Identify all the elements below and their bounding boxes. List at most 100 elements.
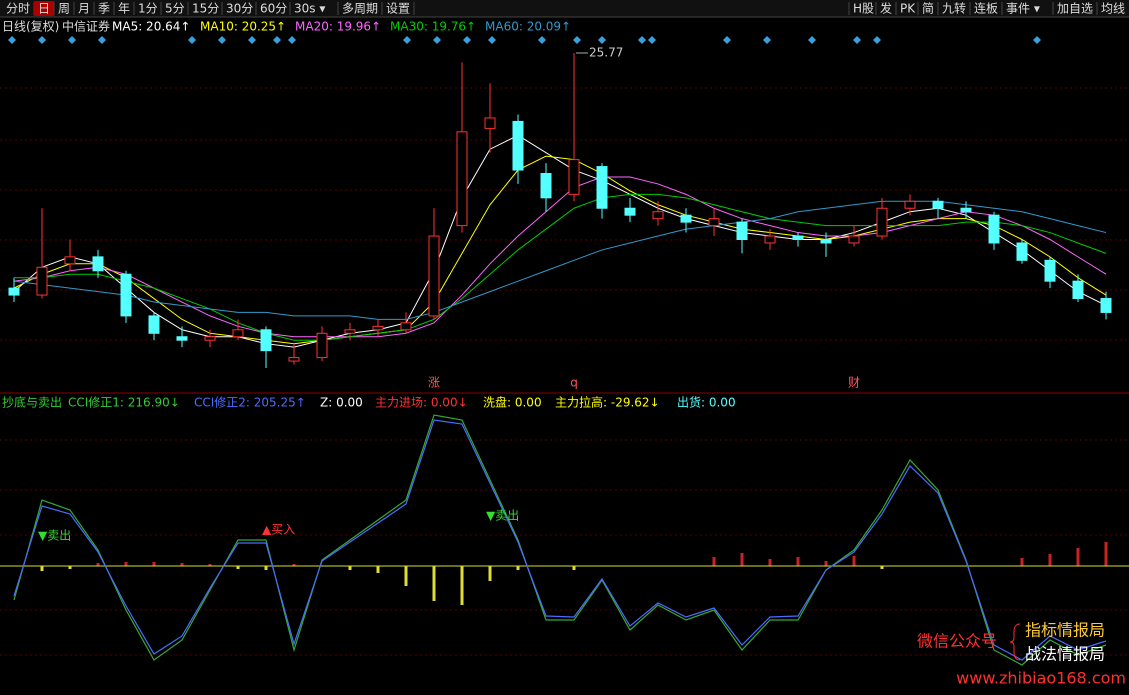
histogram-bar — [236, 566, 240, 569]
candle-body — [176, 336, 188, 341]
candle-body — [1016, 242, 1028, 261]
candle-body — [120, 273, 132, 317]
histogram-bar — [264, 566, 268, 570]
watermark-name: 指标情报局 — [1025, 621, 1105, 640]
candle-body — [988, 214, 1000, 244]
toolbar-button[interactable]: PK — [900, 2, 916, 16]
candle-body — [372, 325, 384, 331]
indicator-legend: 出货: 0.00 — [677, 395, 736, 410]
toolbar-button[interactable]: 月 — [78, 2, 90, 16]
toolbar-button[interactable]: 15分 — [192, 2, 219, 16]
candle-body — [8, 287, 20, 296]
event-label: 涨 — [428, 375, 440, 390]
toolbar-button[interactable]: 周 — [58, 2, 70, 16]
histogram-bar — [208, 564, 212, 566]
signal-diamond — [723, 36, 731, 44]
toolbar-button[interactable]: 年 — [118, 2, 130, 16]
candle-body — [260, 329, 272, 352]
histogram-bar — [880, 566, 884, 569]
signal-diamond — [488, 36, 496, 44]
candle-body — [820, 238, 832, 244]
toolbar-button[interactable]: 1分 — [138, 2, 158, 16]
ma-line — [13, 134, 1107, 348]
watermark-name: 战法情报局 — [1025, 645, 1105, 664]
toolbar-button[interactable]: H股 — [853, 2, 874, 16]
histogram-bar — [96, 563, 100, 566]
histogram-bar — [348, 566, 352, 570]
toolbar-button[interactable]: 分时 — [6, 2, 30, 16]
candle-body — [568, 159, 580, 195]
signal-diamond — [98, 36, 106, 44]
toolbar-active — [34, 1, 54, 16]
histogram-bar — [768, 559, 772, 566]
candle-body — [596, 166, 608, 209]
signal-diamond — [38, 36, 46, 44]
candle-body — [36, 266, 48, 296]
toolbar-button[interactable]: 简 — [922, 2, 934, 16]
histogram-bar — [852, 556, 856, 566]
candle-body — [652, 211, 664, 220]
candle-body — [792, 235, 804, 240]
ma-legend: MA5: 20.64↑ — [112, 20, 190, 34]
signal-diamond — [808, 36, 816, 44]
candle-body — [400, 322, 412, 331]
candle-body — [736, 221, 748, 240]
toolbar-button[interactable]: 均线 — [1101, 2, 1125, 16]
indicator-legend: 抄底与卖出 — [2, 395, 62, 410]
toolbar-button[interactable]: 九转 — [942, 1, 966, 16]
toolbar-button[interactable]: 发 — [880, 1, 892, 16]
watermark-brace — [1009, 623, 1021, 661]
signal-diamond — [248, 36, 256, 44]
histogram-bar — [376, 566, 380, 573]
signal-diamond — [873, 36, 881, 44]
grid — [0, 87, 1129, 656]
candle-body — [1044, 259, 1056, 282]
toolbar-button[interactable]: 30s ▾ — [294, 2, 325, 16]
signal-label: ▼卖出 — [38, 529, 71, 543]
ma-legend: MA10: 20.25↑ — [200, 20, 286, 34]
indicator-legend: 主力进场: 0.00↓ — [375, 396, 468, 410]
signal-diamond — [598, 36, 606, 44]
toolbar-button[interactable]: 连板 — [974, 1, 998, 16]
toolbar-button[interactable]: 60分 — [260, 2, 287, 16]
ma-line — [13, 176, 1107, 338]
candle-body — [932, 200, 944, 209]
toolbar-button[interactable]: 多周期 — [342, 2, 378, 16]
toolbar-button[interactable]: 30分 — [226, 2, 253, 16]
signal-diamond — [1033, 36, 1041, 44]
toolbar-button[interactable]: 日 — [38, 2, 50, 16]
histogram-bar — [824, 561, 828, 566]
histogram-bar — [516, 566, 520, 570]
ma-line — [13, 155, 1107, 345]
toolbar-button[interactable]: 5分 — [165, 2, 185, 16]
toolbar-button[interactable]: 设置 — [386, 2, 410, 16]
toolbar-button[interactable]: 加自选 — [1057, 2, 1093, 16]
cci-line — [13, 414, 1107, 666]
toolbar-button[interactable]: 季 — [98, 2, 110, 16]
histogram-bar — [432, 566, 436, 601]
ma-legend: MA60: 20.09↑ — [485, 20, 571, 34]
signal-diamond — [218, 36, 226, 44]
candle-body — [1072, 280, 1084, 300]
signal-diamond — [573, 36, 581, 44]
signal-diamond — [463, 36, 471, 44]
signal-diamond — [188, 36, 196, 44]
signal-diamond — [853, 36, 861, 44]
signal-diamond — [763, 36, 771, 44]
signal-diamond — [648, 36, 656, 44]
watermark-url: www.zhibiao168.com — [956, 669, 1126, 688]
peak-label: 25.77 — [589, 46, 623, 60]
candle-body — [848, 235, 860, 244]
histogram-bar — [292, 564, 296, 566]
signal-diamond — [8, 36, 16, 44]
toolbar-button[interactable]: 事件 ▾ — [1006, 2, 1040, 16]
candle-body — [232, 329, 244, 338]
ma-line — [14, 193, 1107, 341]
candle-body — [876, 207, 888, 237]
signal-label: ▲买入 — [262, 523, 295, 537]
candle-body — [764, 235, 776, 244]
histogram-bar — [1048, 554, 1052, 566]
candle-body — [92, 256, 104, 272]
histogram-bar — [1020, 558, 1024, 566]
